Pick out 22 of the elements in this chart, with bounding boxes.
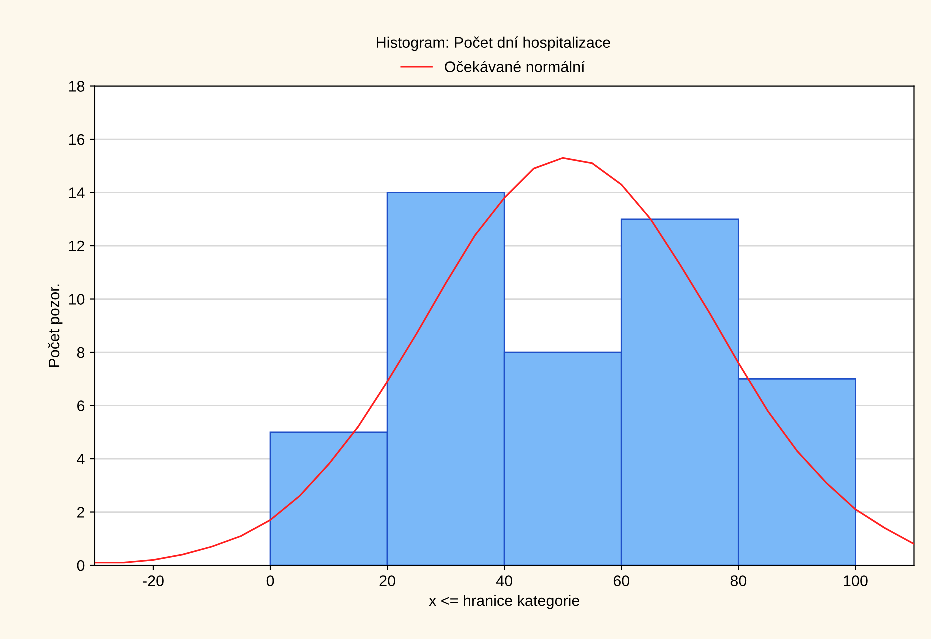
y-tick-label: 2: [78, 507, 84, 518]
y-tick-label: 16: [69, 134, 85, 146]
chart-title: Histogram: Počet dní hospitalizace: [377, 36, 610, 52]
x-tick-label: 40: [496, 576, 512, 586]
x-axis-title: x <= hranice kategorie: [429, 595, 580, 610]
y-tick-label: 0: [77, 560, 85, 572]
legend-label: Očekávané normální: [445, 61, 586, 72]
y-axis-title: Počet pozor.: [48, 284, 63, 368]
x-tick-label: 0: [266, 576, 274, 586]
y-tick-label: 12: [69, 240, 84, 252]
y-tick-label: 4: [77, 454, 85, 465]
y-tick-label: 18: [69, 81, 85, 92]
y-tick-label: 14: [69, 188, 85, 198]
y-tick-label: 6: [78, 400, 85, 412]
x-tick-label: 80: [730, 576, 747, 586]
y-tick-label: 8: [77, 347, 85, 358]
line-series: [94, 157, 914, 564]
y-tick-label: 10: [69, 294, 85, 305]
x-tick-label: 20: [380, 576, 396, 586]
x-tick-label: 60: [614, 576, 630, 586]
x-tick-label: -20: [143, 576, 164, 586]
x-tick-label: 100: [844, 576, 868, 586]
